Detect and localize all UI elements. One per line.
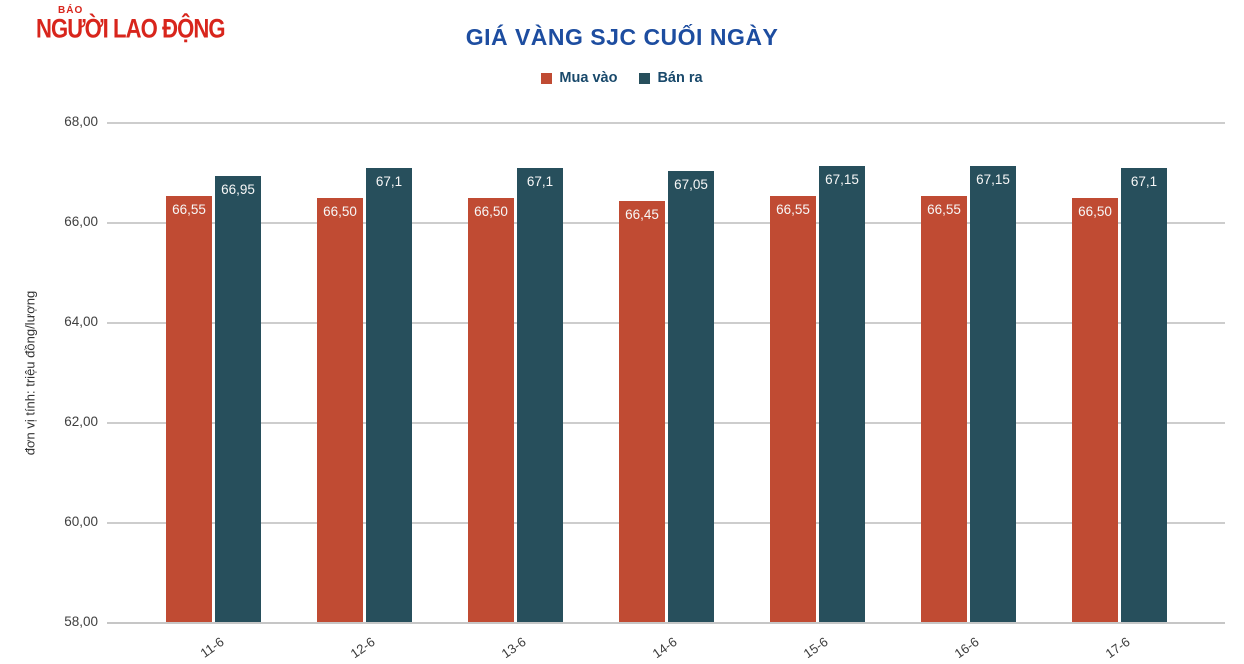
x-tick-label-13-6: 13-6 [498, 634, 529, 662]
bar-value-label-mua-vao-12-6: 66,50 [323, 204, 357, 219]
gridline-62 [107, 422, 1225, 424]
bar-mua-vao-11-6[interactable]: 66,55 [166, 195, 212, 623]
bar-value-label-ban-ra-12-6: 67,1 [375, 174, 403, 189]
y-tick-label-66: 66,00 [64, 214, 98, 229]
gridline-60 [107, 522, 1225, 524]
bar-value-label-ban-ra-11-6: 66,95 [221, 181, 255, 197]
x-tick-label-14-6: 14-6 [649, 634, 680, 662]
nguoi-lao-dong-logo[interactable]: BÁO NGƯỜI LAO ĐỘNG [36, 5, 241, 44]
y-tick-label-60: 60,00 [64, 514, 98, 529]
bar-mua-vao-14-6[interactable]: 66,45 [619, 200, 665, 623]
bar-value-label-ban-ra-13-6: 67,1 [526, 174, 554, 189]
bar-mua-vao-15-6[interactable]: 66,55 [770, 195, 816, 623]
bar-ban-ra-11-6[interactable]: 66,95 [215, 175, 261, 623]
bar-ban-ra-14-6[interactable]: 67,05 [668, 170, 714, 623]
logo-tagline: BÁO [58, 5, 84, 16]
x-axis-line [107, 622, 1225, 624]
x-tick-label-15-6: 15-6 [800, 634, 831, 662]
bar-value-label-ban-ra-14-6: 67,05 [674, 176, 708, 192]
y-tick-label-62: 62,00 [64, 414, 98, 429]
bar-value-label-mua-vao-13-6: 66,50 [474, 204, 508, 219]
legend-item-ban-ra: Bán ra [639, 70, 703, 86]
legend-swatch-ban-ra-icon [639, 72, 651, 84]
bar-value-label-mua-vao-15-6: 66,55 [776, 201, 810, 217]
bar-mua-vao-16-6[interactable]: 66,55 [921, 195, 967, 623]
bar-value-label-mua-vao-17-6: 66,50 [1078, 204, 1112, 219]
y-tick-label-58: 58,00 [64, 614, 98, 629]
bar-value-label-mua-vao-14-6: 66,45 [625, 206, 659, 222]
bar-ban-ra-13-6[interactable]: 67,1 [517, 168, 563, 623]
gridline-64 [107, 322, 1225, 324]
y-tick-label-64: 64,00 [64, 314, 98, 329]
gridline-66 [107, 222, 1225, 224]
bar-ban-ra-16-6[interactable]: 67,15 [970, 165, 1016, 623]
legend-label-mua-vao: Mua vào [559, 70, 618, 86]
bar-mua-vao-12-6[interactable]: 66,50 [317, 198, 363, 623]
x-tick-label-12-6: 12-6 [347, 634, 378, 662]
bar-value-label-ban-ra-16-6: 67,15 [976, 171, 1010, 187]
x-tick-label-16-6: 16-6 [951, 634, 982, 662]
bar-ban-ra-17-6[interactable]: 67,1 [1121, 168, 1167, 623]
x-tick-label-17-6: 17-6 [1102, 634, 1133, 662]
x-tick-label-11-6: 11-6 [197, 634, 227, 661]
legend-item-mua-vao: Mua vào [541, 70, 617, 86]
bar-ban-ra-15-6[interactable]: 67,15 [819, 165, 865, 623]
bar-ban-ra-12-6[interactable]: 67,1 [366, 168, 412, 623]
y-tick-label-68: 68,00 [64, 114, 98, 129]
bar-value-label-ban-ra-17-6: 67,1 [1130, 174, 1158, 189]
chart-title: GIÁ VÀNG SJC CUỐI NGÀY [465, 24, 779, 50]
chart-legend: Mua vào Bán ra [0, 70, 1244, 86]
logo-name: NGƯỜI LAO ĐỘNG [36, 13, 226, 44]
bar-mua-vao-17-6[interactable]: 66,50 [1072, 198, 1118, 623]
bar-value-label-mua-vao-11-6: 66,55 [172, 201, 206, 217]
legend-swatch-mua-vao-icon [541, 72, 553, 84]
bar-value-label-ban-ra-15-6: 67,15 [825, 171, 859, 187]
legend-label-ban-ra: Bán ra [657, 70, 703, 86]
gridline-68 [107, 122, 1225, 124]
bar-mua-vao-13-6[interactable]: 66,50 [468, 198, 514, 623]
bar-value-label-mua-vao-16-6: 66,55 [927, 201, 961, 217]
